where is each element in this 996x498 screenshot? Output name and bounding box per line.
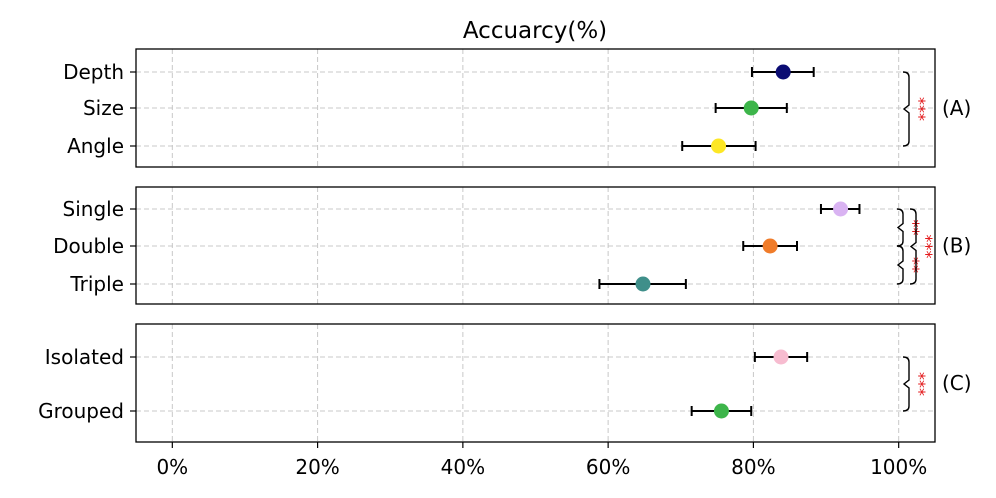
x-tick-label: 0%: [156, 455, 188, 479]
data-point-depth: [775, 64, 791, 80]
panel-label: (B): [942, 234, 971, 258]
significance-stars: ***: [910, 372, 929, 396]
x-tick-label: 20%: [295, 455, 339, 479]
panel-label: (C): [942, 371, 972, 395]
data-point-size: [743, 100, 759, 116]
significance-stars: **: [904, 220, 923, 236]
significance-bracket: [909, 208, 917, 285]
x-tick-label: 80%: [731, 455, 775, 479]
x-tick-label: 100%: [870, 455, 927, 479]
y-tick-label-grouped: Grouped: [38, 399, 124, 423]
significance-bracket: [902, 71, 910, 147]
data-point-double: [762, 238, 778, 254]
significance-bracket: [902, 356, 910, 412]
y-tick-label-double: Double: [53, 234, 124, 258]
panel-frame: [135, 186, 936, 305]
significance-bracket: [896, 245, 904, 285]
panel-frame: [135, 48, 936, 168]
data-point-isolated: [773, 349, 789, 365]
y-tick-label-isolated: Isolated: [45, 345, 124, 369]
data-point-triple: [635, 276, 651, 292]
x-tick-label: 40%: [441, 455, 485, 479]
significance-stars: **: [904, 257, 923, 273]
panel-a: Depth Size Angle *** (A): [63, 48, 971, 168]
y-tick-label-size: Size: [83, 96, 124, 120]
panel-c: Isolated Grouped *** (C): [38, 323, 972, 443]
significance-stars: ***: [917, 235, 936, 259]
y-tick-label-angle: Angle: [67, 134, 124, 158]
y-tick-label-triple: Triple: [69, 272, 124, 296]
significance-stars: ***: [910, 97, 929, 121]
data-point-single: [833, 201, 849, 217]
x-tick-label: 60%: [586, 455, 630, 479]
significance-bracket: [896, 208, 904, 247]
data-point-angle: [711, 138, 727, 154]
y-tick-label-depth: Depth: [63, 60, 124, 84]
data-point-grouped: [713, 403, 729, 419]
panel-frame: [135, 323, 936, 443]
chart-title: Accuarcy(%): [463, 18, 607, 44]
y-tick-label-single: Single: [63, 197, 124, 221]
panel-label: (A): [942, 96, 971, 120]
